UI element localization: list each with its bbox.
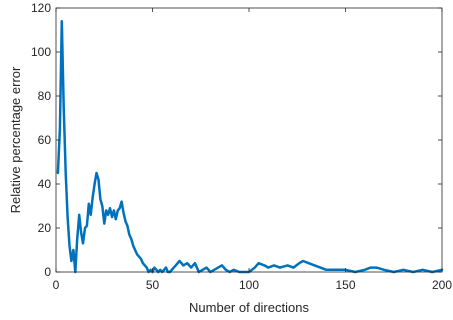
x-tick-label: 0 (53, 278, 60, 292)
x-axis-label: Number of directions (189, 300, 309, 315)
y-tick-label: 0 (44, 265, 51, 279)
x-tick-label: 200 (432, 278, 452, 292)
x-tick-label: 150 (335, 278, 355, 292)
y-tick-label: 40 (38, 177, 52, 191)
plot-area (56, 8, 442, 272)
y-tick-label: 80 (38, 89, 52, 103)
y-tick-label: 60 (38, 133, 52, 147)
y-axis-label: Relative percentage error (8, 66, 23, 213)
y-tick-label: 120 (31, 1, 51, 15)
y-tick-label: 20 (38, 221, 52, 235)
x-axis: 0 50 100 150 200 (53, 8, 452, 292)
x-tick-label: 100 (239, 278, 259, 292)
y-axis: 0 20 40 60 80 100 120 (31, 1, 442, 279)
y-tick-label: 100 (31, 45, 51, 59)
x-tick-label: 50 (146, 278, 160, 292)
